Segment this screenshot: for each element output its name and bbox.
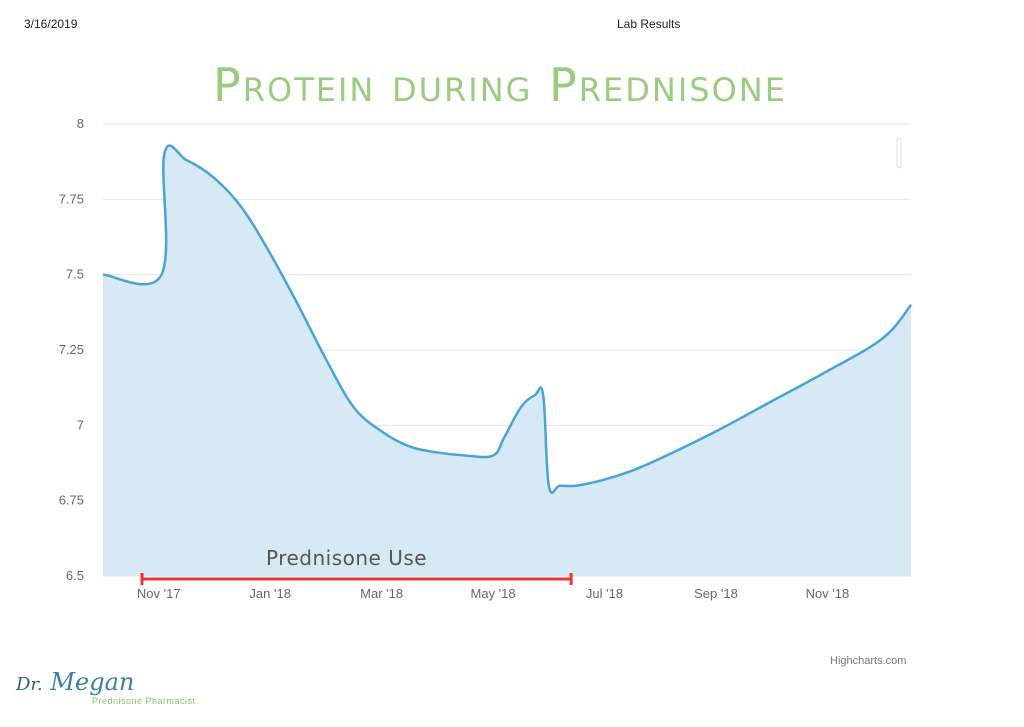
x-tick-label: Jul '18	[586, 586, 623, 601]
logo-tagline: Prednisone Pharmacist	[92, 696, 196, 706]
series-area	[103, 145, 911, 576]
y-tick-label: 7.5	[66, 267, 84, 282]
scroll-handle[interactable]	[896, 137, 902, 169]
y-axis-ticks: 8 7.75 7.5 7.25 7 6.75 6.5	[59, 116, 84, 583]
x-axis-ticks: Nov '17 Jan '18 Mar '18 May '18 Jul '18 Sep '…	[137, 586, 849, 601]
prednisone-use-annotation: Prednisone Use	[140, 546, 573, 585]
x-tick-label: May '18	[471, 586, 516, 601]
y-tick-label: 6.75	[59, 493, 84, 508]
y-tick-label: 7	[77, 417, 84, 432]
y-tick-label: 7.25	[59, 342, 84, 357]
x-tick-label: Nov '17	[137, 586, 181, 601]
annotation-label: Prednisone Use	[266, 546, 427, 570]
credits-link[interactable]: Highcharts.com	[830, 655, 907, 667]
header-date: 3/16/2019	[24, 17, 78, 31]
y-tick-label: 8	[77, 116, 84, 131]
x-tick-label: Sep '18	[694, 586, 738, 601]
series-line	[102, 144, 912, 495]
chart-title: Protein during Prednisone	[213, 58, 787, 112]
y-tick-label: 6.5	[66, 568, 84, 583]
header-title: Lab Results	[617, 17, 681, 31]
x-tick-label: Nov '18	[806, 586, 850, 601]
x-tick-label: Mar '18	[360, 586, 403, 601]
brand-logo: Dr. Megan Prednisone Pharmacist	[16, 668, 195, 706]
logo-wordmark: Dr. Megan	[16, 668, 135, 696]
x-tick-label: Jan '18	[249, 586, 291, 601]
y-tick-label: 7.75	[59, 191, 84, 206]
